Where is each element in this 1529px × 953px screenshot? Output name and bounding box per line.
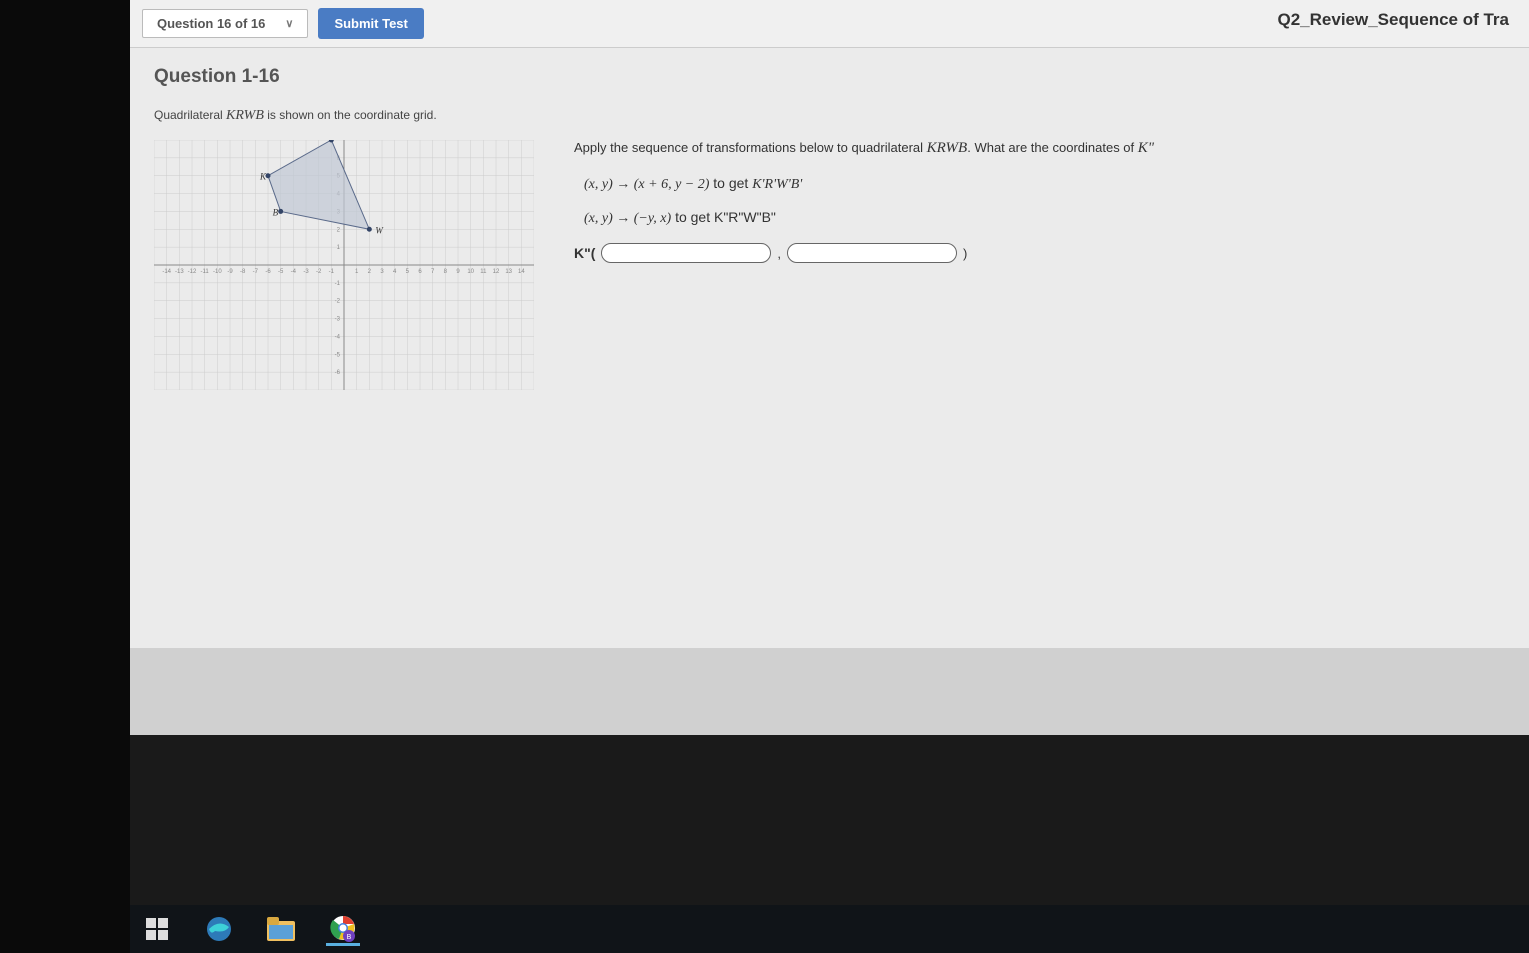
instr-mid: . What are the coordinates of xyxy=(967,140,1138,155)
svg-text:-2: -2 xyxy=(335,299,341,305)
instr-end: K" xyxy=(1138,140,1154,156)
svg-text:-10: -10 xyxy=(213,269,222,275)
answer-label: K"( xyxy=(574,245,595,261)
chevron-down-icon: ∨ xyxy=(285,17,293,30)
answer-close: ) xyxy=(963,246,967,261)
svg-text:-7: -7 xyxy=(253,269,259,275)
svg-text:-2: -2 xyxy=(316,269,322,275)
instr-var: KRWB xyxy=(927,140,968,156)
svg-text:W: W xyxy=(375,225,384,235)
svg-text:B: B xyxy=(273,207,279,217)
svg-text:-11: -11 xyxy=(201,269,210,275)
question-intro: Quadrilateral KRWB is shown on the coord… xyxy=(154,108,1505,124)
question-content: Question 1-16 Quadrilateral KRWB is show… xyxy=(130,48,1529,648)
intro-suffix: is shown on the coordinate grid. xyxy=(264,108,437,122)
svg-text:8: 8 xyxy=(444,269,448,275)
left-sidebar xyxy=(0,0,130,953)
transform-2: (x, y) → (−y, x) to get K"R"W"B" xyxy=(574,209,1505,227)
answer-comma: , xyxy=(777,246,781,261)
svg-text:14: 14 xyxy=(518,269,525,275)
svg-text:12: 12 xyxy=(493,269,500,275)
file-explorer-icon[interactable] xyxy=(264,912,298,946)
svg-text:K: K xyxy=(259,172,267,182)
svg-text:-3: -3 xyxy=(303,269,309,275)
svg-text:1: 1 xyxy=(337,245,341,251)
svg-text:7: 7 xyxy=(431,269,435,275)
transform-2-suffix: to get xyxy=(675,209,714,225)
svg-text:-9: -9 xyxy=(227,269,233,275)
windows-taskbar[interactable]: B xyxy=(130,905,1529,953)
instr-prefix: Apply the sequence of transformations be… xyxy=(574,140,927,155)
question-heading: Question 1-16 xyxy=(154,66,1505,88)
answer-row: K"( , ) xyxy=(574,243,1505,263)
svg-text:5: 5 xyxy=(406,269,410,275)
svg-text:-14: -14 xyxy=(162,269,171,275)
svg-text:-1: -1 xyxy=(335,281,341,287)
main-row: -14-13-12-11-10-9-8-7-6-5-4-3-2-11234567… xyxy=(154,140,1505,390)
intro-prefix: Quadrilateral xyxy=(154,108,226,122)
edge-browser-icon[interactable] xyxy=(202,912,236,946)
instruction-text: Apply the sequence of transformations be… xyxy=(574,140,1505,157)
svg-text:13: 13 xyxy=(505,269,512,275)
question-nav-dropdown[interactable]: Question 16 of 16 ∨ xyxy=(142,9,308,38)
svg-text:-6: -6 xyxy=(335,370,341,376)
answer-y-input[interactable] xyxy=(787,243,957,263)
transform-1-result: K'R'W'B' xyxy=(752,177,802,192)
transform-1: (x, y) → (x + 6, y − 2) to get K'R'W'B' xyxy=(574,175,1505,193)
svg-text:-3: -3 xyxy=(335,317,341,323)
coordinate-graph: -14-13-12-11-10-9-8-7-6-5-4-3-2-11234567… xyxy=(154,140,534,390)
transform-2-math: (x, y) → (−y, x) xyxy=(584,211,671,226)
question-right-column: Apply the sequence of transformations be… xyxy=(574,140,1505,263)
chrome-browser-icon[interactable]: B xyxy=(326,912,360,946)
svg-text:-6: -6 xyxy=(265,269,271,275)
transform-1-suffix: to get xyxy=(713,175,752,191)
svg-text:-4: -4 xyxy=(291,269,297,275)
answer-x-input[interactable] xyxy=(601,243,771,263)
question-nav-label: Question 16 of 16 xyxy=(157,16,265,31)
below-content-area xyxy=(130,648,1529,735)
svg-text:-5: -5 xyxy=(278,269,284,275)
svg-text:11: 11 xyxy=(480,269,487,275)
svg-text:4: 4 xyxy=(393,269,397,275)
intro-variable: KRWB xyxy=(226,108,264,123)
svg-text:-4: -4 xyxy=(335,334,341,340)
svg-text:B: B xyxy=(347,934,352,941)
submit-test-button[interactable]: Submit Test xyxy=(318,8,423,39)
svg-text:3: 3 xyxy=(380,269,384,275)
transform-1-math: (x, y) → (x + 6, y − 2) xyxy=(584,177,709,192)
topbar: Question 16 of 16 ∨ Submit Test Q2_Revie… xyxy=(130,0,1529,48)
svg-text:9: 9 xyxy=(456,269,460,275)
test-title: Q2_Review_Sequence of Tra xyxy=(1278,10,1510,30)
svg-text:-13: -13 xyxy=(175,269,184,275)
svg-text:-12: -12 xyxy=(188,269,197,275)
svg-text:1: 1 xyxy=(355,269,359,275)
app-screen: Question 16 of 16 ∨ Submit Test Q2_Revie… xyxy=(130,0,1529,735)
svg-text:2: 2 xyxy=(337,227,341,233)
svg-text:2: 2 xyxy=(368,269,372,275)
svg-text:-1: -1 xyxy=(329,269,335,275)
svg-text:6: 6 xyxy=(418,269,422,275)
transform-2-result: K"R"W"B" xyxy=(714,209,776,225)
svg-text:-8: -8 xyxy=(240,269,246,275)
svg-text:10: 10 xyxy=(467,269,474,275)
windows-start-icon[interactable] xyxy=(140,912,174,946)
graph-svg: -14-13-12-11-10-9-8-7-6-5-4-3-2-11234567… xyxy=(154,140,534,390)
svg-text:-5: -5 xyxy=(335,352,341,358)
